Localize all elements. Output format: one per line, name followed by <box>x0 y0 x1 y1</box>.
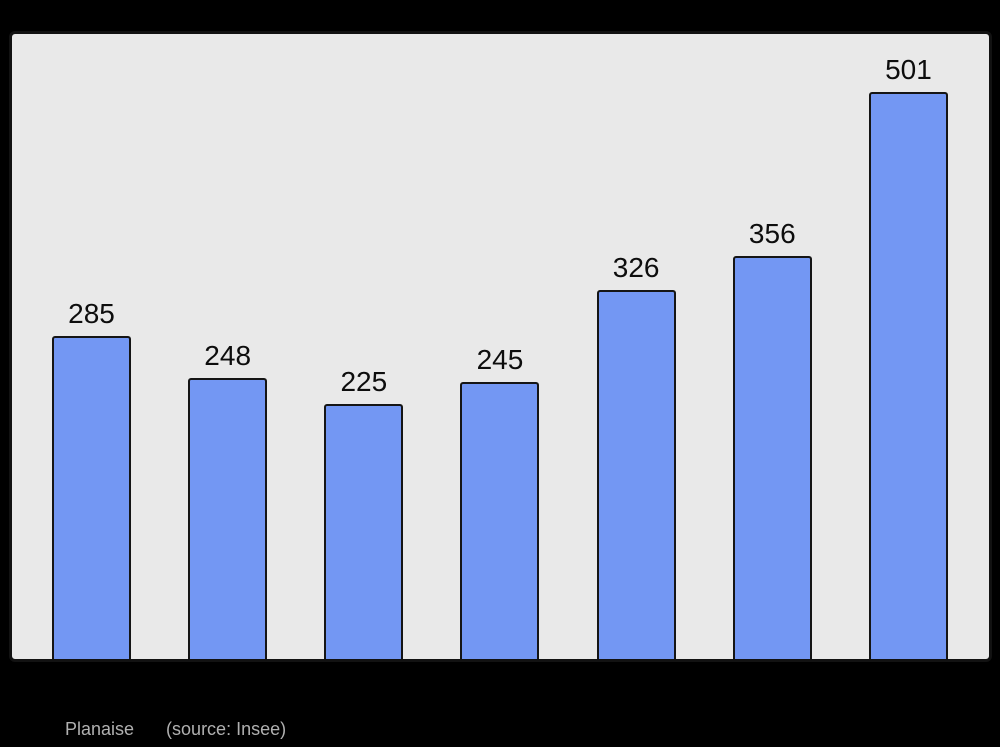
bar <box>324 404 404 659</box>
caption-source: (source: Insee) <box>166 719 287 739</box>
plot-area: 285 248 225 245 326 356 501 <box>12 34 989 659</box>
caption-name: Planaise <box>65 719 135 739</box>
bar-group: 248 <box>188 340 268 659</box>
bar-group: 245 <box>460 344 540 659</box>
bar <box>868 92 948 659</box>
bar <box>188 378 268 659</box>
bar-group: 501 <box>868 54 948 659</box>
bar-group: 326 <box>596 252 676 659</box>
bar <box>732 256 812 659</box>
bar-group: 225 <box>324 366 404 659</box>
bar <box>596 290 676 659</box>
bar-value-label: 245 <box>476 344 524 375</box>
bar-value-label: 501 <box>885 54 932 85</box>
bar-value-label: 356 <box>748 218 796 249</box>
bar-value-label: 248 <box>204 340 252 371</box>
bar-group: 356 <box>732 218 812 659</box>
bar-value-label: 225 <box>340 366 388 397</box>
caption: Planaise (source: Insee) <box>65 718 286 740</box>
bar-value-label: 285 <box>68 298 115 329</box>
bar-group: 285 <box>52 300 131 659</box>
bar <box>460 382 540 659</box>
bar-value-label: 326 <box>612 252 660 283</box>
bar <box>52 336 131 659</box>
chart-panel: 285 248 225 245 326 356 501 <box>9 31 992 662</box>
